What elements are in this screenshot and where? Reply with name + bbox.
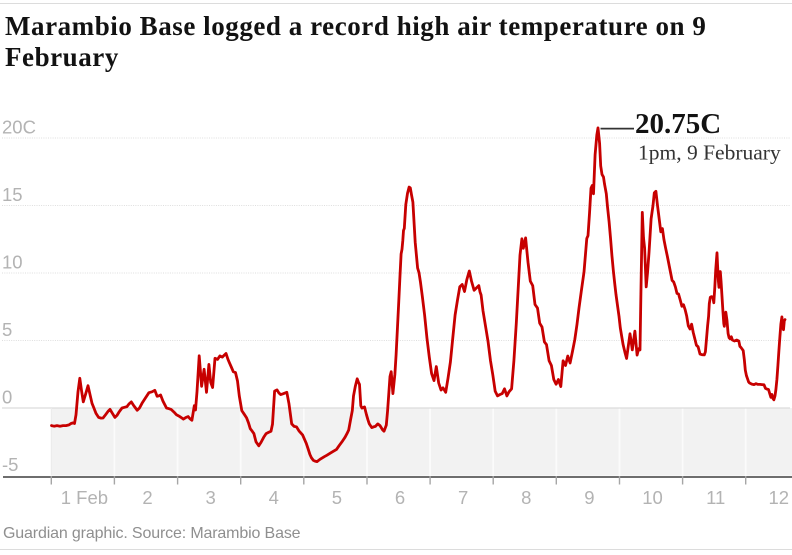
svg-text:1pm, 9 February: 1pm, 9 February [638, 141, 781, 165]
svg-text:-5: -5 [2, 454, 18, 475]
svg-text:1 Feb: 1 Feb [61, 487, 108, 508]
svg-text:3: 3 [205, 487, 215, 508]
svg-text:10: 10 [642, 487, 663, 508]
svg-text:20C: 20C [2, 117, 36, 138]
svg-text:5: 5 [332, 487, 342, 508]
svg-text:7: 7 [458, 487, 468, 508]
svg-text:2: 2 [142, 487, 152, 508]
svg-text:9: 9 [584, 487, 594, 508]
svg-text:10: 10 [2, 252, 23, 273]
svg-text:5: 5 [2, 319, 12, 340]
svg-text:12: 12 [769, 487, 790, 508]
svg-text:15: 15 [2, 184, 23, 205]
svg-text:4: 4 [269, 487, 279, 508]
svg-text:8: 8 [521, 487, 531, 508]
svg-text:0: 0 [2, 387, 12, 408]
svg-text:11: 11 [706, 487, 725, 508]
svg-text:20.75C: 20.75C [635, 108, 721, 140]
svg-text:6: 6 [395, 487, 405, 508]
